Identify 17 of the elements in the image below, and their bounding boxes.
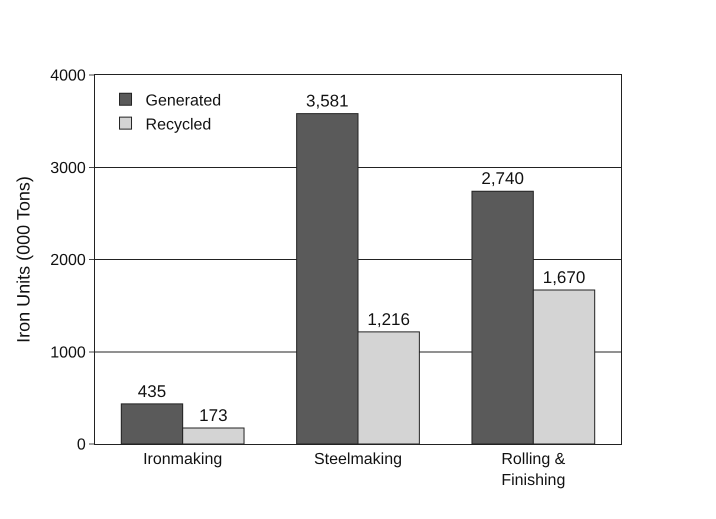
legend-label: Recycled — [146, 116, 212, 134]
y-tick-label: 3000 — [50, 160, 86, 177]
data-label: 435 — [138, 382, 166, 401]
y-axis-title: Iron Units (000 Tons) — [13, 176, 34, 343]
x-tick-label: Steelmaking — [314, 451, 402, 468]
y-tick-label: 2000 — [50, 252, 86, 270]
y-tick-label: 1000 — [50, 344, 86, 362]
y-tick-label: 4000 — [50, 68, 86, 85]
data-label: 2,740 — [481, 169, 524, 188]
x-tick-label: Ironmaking — [143, 451, 222, 468]
y-tick-label: 0 — [76, 436, 86, 454]
data-label: 1,670 — [542, 268, 586, 287]
legend-label: Generated — [146, 92, 222, 110]
x-tick-label: Rolling & Finishing — [501, 451, 566, 489]
data-label: 3,581 — [306, 92, 349, 111]
data-label: 173 — [199, 406, 228, 426]
data-label: 1,216 — [367, 310, 410, 329]
